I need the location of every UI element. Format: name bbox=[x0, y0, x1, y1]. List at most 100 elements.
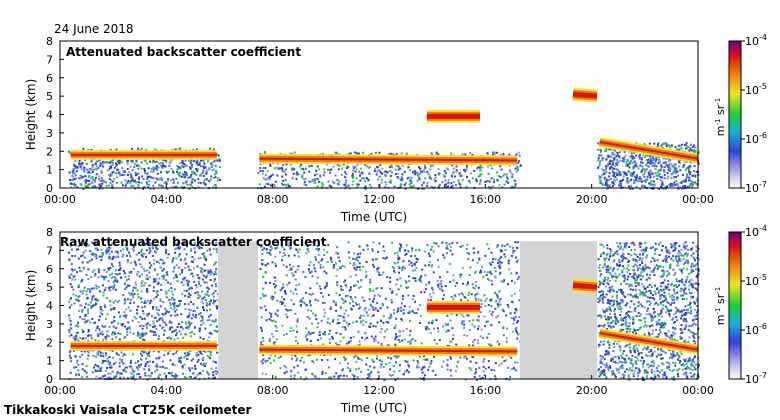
backscatter-speckle bbox=[198, 371, 201, 374]
backscatter-speckle bbox=[98, 328, 101, 331]
backscatter-speckle bbox=[655, 156, 657, 159]
backscatter-speckle bbox=[275, 338, 278, 341]
backscatter-speckle bbox=[158, 373, 161, 376]
backscatter-speckle bbox=[278, 167, 281, 170]
backscatter-speckle bbox=[459, 273, 462, 276]
backscatter-speckle bbox=[440, 285, 443, 288]
backscatter-speckle bbox=[113, 166, 116, 169]
backscatter-speckle bbox=[71, 269, 74, 272]
backscatter-speckle bbox=[494, 362, 497, 365]
backscatter-speckle bbox=[500, 280, 503, 283]
backscatter-speckle bbox=[95, 298, 98, 301]
backscatter-speckle bbox=[287, 254, 290, 257]
backscatter-speckle bbox=[466, 243, 469, 246]
backscatter-speckle bbox=[83, 286, 86, 289]
backscatter-speckle bbox=[85, 261, 88, 264]
backscatter-speckle bbox=[192, 303, 195, 306]
backscatter-speckle bbox=[385, 256, 388, 259]
backscatter-speckle bbox=[316, 178, 319, 180]
backscatter-speckle bbox=[288, 185, 291, 187]
backscatter-speckle bbox=[597, 166, 599, 169]
backscatter-speckle bbox=[87, 261, 89, 264]
backscatter-speckle bbox=[73, 302, 76, 305]
backscatter-speckle bbox=[87, 268, 90, 271]
backscatter-speckle bbox=[195, 244, 197, 246]
backscatter-speckle bbox=[673, 183, 676, 186]
backscatter-speckle bbox=[81, 318, 84, 321]
backscatter-speckle bbox=[167, 179, 169, 182]
backscatter-speckle bbox=[476, 293, 478, 295]
backscatter-speckle bbox=[142, 268, 145, 271]
backscatter-speckle bbox=[311, 322, 314, 325]
backscatter-speckle bbox=[92, 295, 95, 298]
backscatter-speckle bbox=[204, 255, 206, 258]
backscatter-speckle bbox=[126, 163, 129, 166]
backscatter-speckle bbox=[404, 187, 407, 190]
backscatter-speckle bbox=[402, 295, 404, 298]
backscatter-speckle bbox=[391, 290, 394, 293]
backscatter-speckle bbox=[146, 327, 148, 329]
backscatter-speckle bbox=[633, 182, 636, 185]
backscatter-speckle bbox=[640, 161, 642, 164]
backscatter-speckle bbox=[70, 248, 73, 251]
backscatter-speckle bbox=[132, 289, 134, 292]
backscatter-speckle bbox=[264, 264, 267, 267]
backscatter-speckle bbox=[466, 251, 469, 254]
backscatter-speckle bbox=[446, 244, 449, 247]
backscatter-speckle bbox=[686, 173, 688, 176]
backscatter-speckle bbox=[397, 256, 400, 259]
backscatter-speckle bbox=[377, 169, 380, 172]
backscatter-speckle bbox=[205, 172, 208, 175]
backscatter-speckle bbox=[295, 284, 298, 287]
backscatter-speckle bbox=[597, 157, 600, 160]
backscatter-speckle bbox=[633, 179, 636, 182]
backscatter-speckle bbox=[96, 325, 99, 328]
backscatter-speckle bbox=[693, 170, 695, 172]
backscatter-speckle bbox=[417, 174, 420, 177]
backscatter-speckle bbox=[130, 159, 133, 161]
backscatter-speckle bbox=[308, 293, 311, 295]
backscatter-speckle bbox=[389, 287, 392, 290]
backscatter-speckle bbox=[196, 168, 199, 171]
backscatter-speckle bbox=[166, 171, 169, 174]
backscatter-speckle bbox=[176, 326, 179, 328]
backscatter-speckle bbox=[129, 173, 132, 176]
backscatter-speckle bbox=[339, 374, 342, 377]
backscatter-speckle bbox=[357, 280, 359, 283]
backscatter-speckle bbox=[259, 297, 262, 300]
backscatter-speckle bbox=[209, 308, 211, 311]
backscatter-speckle bbox=[440, 288, 443, 291]
panel-1-title: Attenuated backscatter coefficient bbox=[66, 45, 301, 59]
backscatter-speckle bbox=[329, 256, 332, 259]
backscatter-speckle bbox=[498, 260, 501, 263]
backscatter-speckle bbox=[650, 180, 653, 183]
backscatter-speckle bbox=[404, 249, 407, 252]
backscatter-speckle bbox=[94, 369, 97, 371]
backscatter-speckle bbox=[622, 170, 625, 173]
backscatter-speckle bbox=[203, 252, 206, 255]
backscatter-speckle bbox=[77, 286, 80, 288]
backscatter-speckle bbox=[451, 337, 454, 340]
backscatter-speckle bbox=[394, 379, 397, 381]
backscatter-speckle bbox=[143, 368, 146, 371]
backscatter-speckle bbox=[378, 151, 381, 154]
backscatter-speckle bbox=[75, 334, 78, 337]
backscatter-speckle bbox=[377, 310, 380, 312]
backscatter-speckle bbox=[127, 306, 130, 309]
backscatter-speckle bbox=[355, 168, 358, 171]
backscatter-speckle bbox=[386, 171, 388, 174]
backscatter-speckle bbox=[355, 303, 358, 306]
backscatter-speckle bbox=[349, 302, 351, 305]
backscatter-speckle bbox=[346, 294, 349, 297]
backscatter-speckle bbox=[349, 286, 352, 289]
backscatter-speckle bbox=[683, 143, 686, 146]
backscatter-speckle bbox=[191, 261, 194, 263]
backscatter-speckle bbox=[74, 355, 77, 358]
backscatter-speckle bbox=[286, 309, 289, 312]
backscatter-speckle bbox=[425, 358, 428, 361]
backscatter-speckle bbox=[118, 365, 121, 368]
backscatter-speckle bbox=[401, 373, 404, 376]
backscatter-speckle bbox=[216, 305, 219, 308]
backscatter-speckle bbox=[208, 167, 211, 170]
backscatter-speckle bbox=[463, 168, 466, 171]
